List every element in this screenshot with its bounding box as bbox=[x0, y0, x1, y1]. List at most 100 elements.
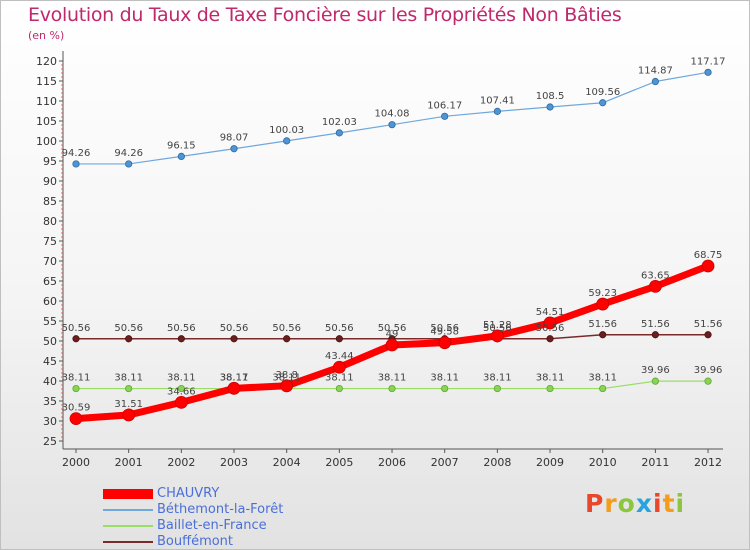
point-chauvry-2001 bbox=[122, 408, 136, 422]
point-bethemont-la-foret-2005 bbox=[335, 129, 343, 137]
logo-letter: o bbox=[617, 489, 636, 518]
data-label-chauvry-2006: 49 bbox=[386, 329, 399, 340]
point-bouffemont-2001 bbox=[125, 335, 133, 343]
data-label-chauvry-2004: 38.8 bbox=[276, 370, 298, 381]
data-label-bethemont-la-foret-2006: 104.08 bbox=[375, 109, 410, 120]
x-tick-label: 2002 bbox=[167, 456, 195, 469]
data-label-baillet-en-france-2006: 38.11 bbox=[378, 373, 407, 384]
y-tick-label: 25 bbox=[43, 435, 57, 448]
point-chauvry-2010 bbox=[596, 297, 610, 311]
point-baillet-en-france-2011 bbox=[651, 377, 659, 385]
y-tick-label: 40 bbox=[43, 375, 57, 388]
data-label-bouffemont-2005: 50.56 bbox=[325, 323, 354, 334]
point-bethemont-la-foret-2000 bbox=[72, 160, 80, 168]
data-label-chauvry-2009: 54.51 bbox=[536, 307, 565, 318]
data-label-baillet-en-france-2009: 38.11 bbox=[536, 373, 565, 384]
point-bouffemont-2003 bbox=[230, 335, 238, 343]
data-label-baillet-en-france-2011: 39.96 bbox=[641, 365, 670, 376]
data-label-baillet-en-france-2000: 38.11 bbox=[62, 373, 91, 384]
data-label-baillet-en-france-2007: 38.11 bbox=[430, 373, 459, 384]
data-label-bouffemont-2007: 50.56 bbox=[430, 323, 459, 334]
data-label-bethemont-la-foret-2011: 114.87 bbox=[638, 66, 673, 77]
point-bethemont-la-foret-2006 bbox=[388, 121, 396, 129]
x-tick-label: 2003 bbox=[220, 456, 248, 469]
logo-letter: x bbox=[635, 489, 653, 518]
point-bethemont-la-foret-2007 bbox=[441, 112, 449, 120]
point-baillet-en-france-2007 bbox=[441, 384, 449, 393]
point-chauvry-2005 bbox=[332, 360, 346, 374]
y-tick-label: 95 bbox=[43, 155, 57, 168]
point-chauvry-2009 bbox=[543, 316, 557, 330]
point-baillet-en-france-2012 bbox=[704, 377, 712, 385]
legend-swatch bbox=[103, 525, 153, 527]
y-tick-label: 80 bbox=[43, 215, 57, 228]
data-label-chauvry-2002: 34.66 bbox=[167, 386, 196, 397]
point-bethemont-la-foret-2003 bbox=[230, 145, 238, 153]
point-bouffemont-2011 bbox=[651, 331, 659, 339]
point-chauvry-2011 bbox=[648, 279, 662, 293]
point-chauvry-2004 bbox=[280, 379, 294, 393]
x-tick-label: 2012 bbox=[694, 456, 722, 469]
data-label-bethemont-la-foret-2008: 107.41 bbox=[480, 95, 515, 106]
y-tick-label: 70 bbox=[43, 255, 57, 268]
data-label-bethemont-la-foret-2012: 117.17 bbox=[691, 56, 726, 67]
logo-letter: i bbox=[675, 489, 686, 518]
data-label-bethemont-la-foret-2003: 98.07 bbox=[220, 133, 249, 144]
series-lines bbox=[69, 68, 715, 426]
legend-label: CHAUVRY bbox=[157, 486, 220, 501]
logo-letter: P bbox=[585, 489, 605, 518]
data-label-bouffemont-2008: 50.56 bbox=[483, 323, 512, 334]
x-tick-label: 2004 bbox=[273, 456, 301, 469]
data-label-baillet-en-france-2012: 39.96 bbox=[694, 365, 723, 376]
point-chauvry-2008 bbox=[490, 329, 504, 343]
data-label-baillet-en-france-2001: 38.11 bbox=[114, 373, 143, 384]
point-chauvry-2006 bbox=[385, 338, 399, 352]
point-bouffemont-2010 bbox=[599, 331, 607, 339]
data-label-baillet-en-france-2005: 38.11 bbox=[325, 373, 354, 384]
chart-title: Evolution du Taux de Taxe Foncière sur l… bbox=[28, 4, 622, 26]
data-label-bouffemont-2004: 50.56 bbox=[272, 323, 301, 334]
point-baillet-en-france-2006 bbox=[388, 384, 396, 393]
data-label-bouffemont-2006: 50.56 bbox=[378, 323, 407, 334]
point-bethemont-la-foret-2011 bbox=[651, 77, 659, 86]
point-baillet-en-france-2009 bbox=[546, 384, 554, 393]
data-label-bouffemont-2011: 51.56 bbox=[641, 319, 670, 330]
data-label-chauvry-2011: 63.65 bbox=[641, 270, 670, 281]
legend-swatch bbox=[103, 541, 153, 543]
chart-subtitle: (en %) bbox=[28, 29, 65, 42]
y-tick-label: 30 bbox=[43, 415, 57, 428]
data-label-bethemont-la-foret-2009: 108.5 bbox=[536, 91, 565, 102]
data-label-baillet-en-france-2002: 38.11 bbox=[167, 373, 196, 384]
point-bouffemont-2002 bbox=[177, 335, 185, 343]
point-baillet-en-france-2010 bbox=[599, 384, 607, 393]
y-tick-label: 115 bbox=[36, 75, 57, 88]
y-tick-label: 65 bbox=[43, 275, 57, 288]
x-tick-label: 2000 bbox=[62, 456, 90, 469]
data-label-baillet-en-france-2003: 38.11 bbox=[220, 373, 249, 384]
data-label-bethemont-la-foret-2002: 96.15 bbox=[167, 140, 196, 151]
legend-label: Bouffémont bbox=[157, 534, 234, 549]
data-label-bethemont-la-foret-2007: 106.17 bbox=[427, 100, 462, 111]
y-tick-label: 55 bbox=[43, 315, 57, 328]
y-tick-label: 120 bbox=[36, 55, 57, 68]
data-label-bouffemont-2009: 50.56 bbox=[536, 323, 565, 334]
data-label-chauvry-2000: 30.59 bbox=[62, 403, 91, 414]
data-label-bethemont-la-foret-2000: 94.26 bbox=[62, 148, 91, 159]
y-tick-label: 60 bbox=[43, 295, 57, 308]
y-tick-label: 90 bbox=[43, 175, 57, 188]
point-chauvry-2003 bbox=[227, 381, 241, 395]
data-label-bouffemont-2012: 51.56 bbox=[694, 319, 723, 330]
data-label-bouffemont-2010: 51.56 bbox=[588, 319, 617, 330]
y-tick-label: 75 bbox=[43, 235, 57, 248]
point-baillet-en-france-2005 bbox=[335, 384, 343, 393]
x-tick-label: 2006 bbox=[378, 456, 406, 469]
y-tick-label: 105 bbox=[36, 115, 57, 128]
legend-swatch bbox=[103, 489, 153, 499]
x-tick-label: 2011 bbox=[641, 456, 669, 469]
logo-letter: i bbox=[653, 489, 663, 518]
point-bethemont-la-foret-2002 bbox=[177, 152, 185, 160]
data-label-baillet-en-france-2004: 38.11 bbox=[272, 373, 301, 384]
y-tick-label: 45 bbox=[43, 355, 57, 368]
